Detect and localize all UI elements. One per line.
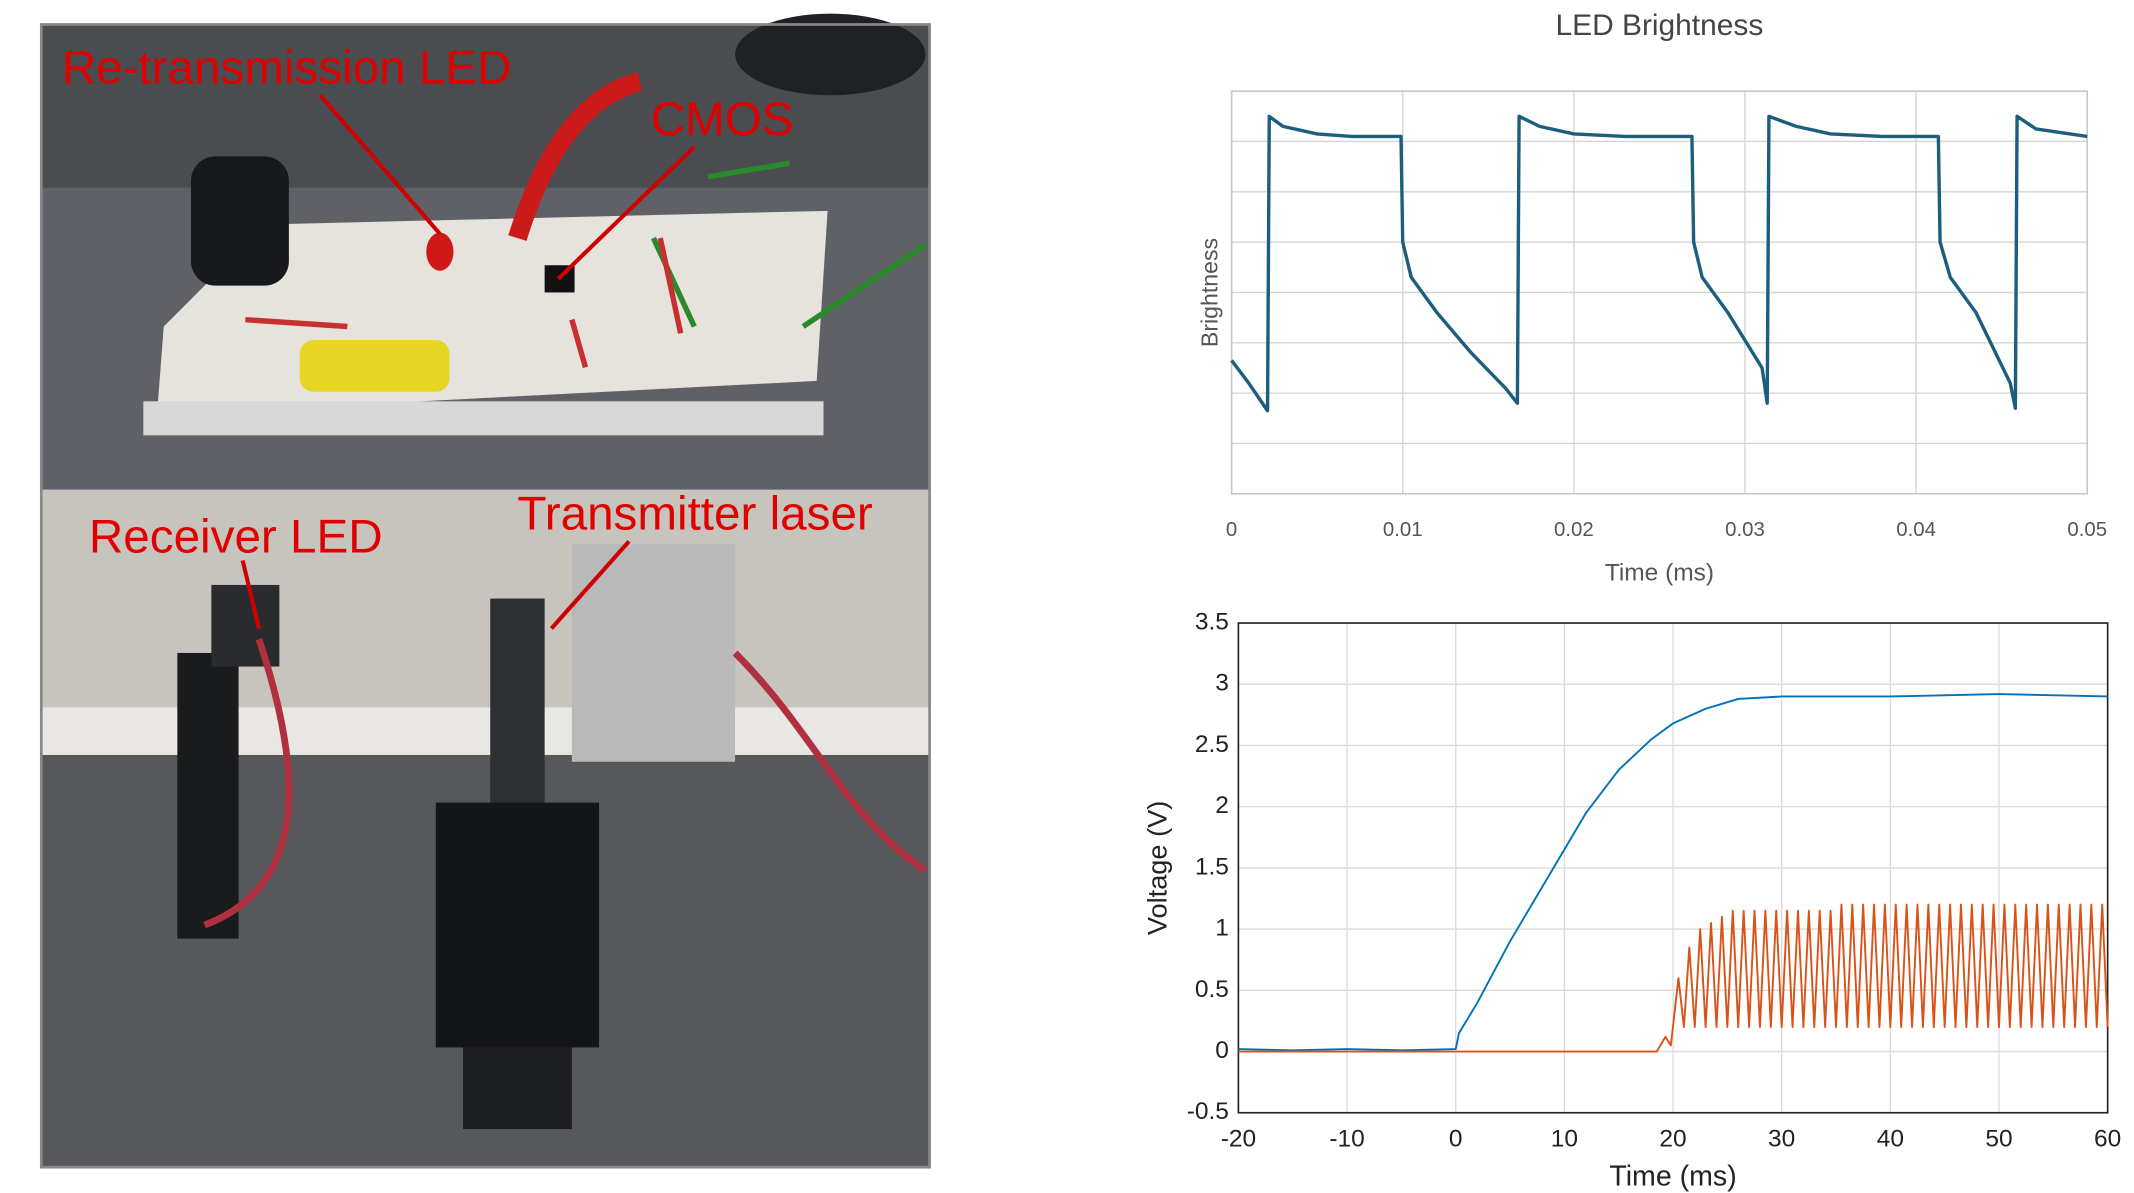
x-tick-label: 40	[1877, 1125, 1904, 1152]
x-axis-label: Time (ms)	[1609, 1161, 1736, 1193]
chart-title: LED Brightness	[1556, 9, 1764, 42]
x-tick-label: 0.02	[1554, 519, 1594, 541]
photo-bottom	[41, 489, 930, 1168]
data-line	[1230, 114, 2088, 413]
y-tick-label: 0.5	[1195, 976, 1229, 1003]
y-tick-label: 0	[1215, 1037, 1229, 1064]
data-line	[1238, 903, 2109, 1053]
x-tick-label: 0.04	[1896, 519, 1936, 541]
plot-frame	[1237, 622, 2109, 1114]
x-tick-label: 60	[2094, 1125, 2121, 1152]
x-tick-label: 0.01	[1383, 519, 1423, 541]
photo-label: Re-transmission LED	[62, 41, 512, 94]
data-line	[1238, 693, 2108, 1052]
y-tick-label: 1	[1215, 915, 1229, 942]
x-tick-label: 50	[1985, 1125, 2012, 1152]
y-axis-label: Brightness	[1196, 238, 1222, 347]
x-tick-label: 10	[1551, 1125, 1578, 1152]
y-axis-label: Voltage (V)	[1142, 801, 1173, 936]
y-tick-label: 1.5	[1195, 853, 1229, 880]
plot-frame	[1230, 90, 2089, 495]
x-tick-label: 0	[1449, 1125, 1463, 1152]
y-tick-label: 3	[1215, 670, 1229, 697]
x-tick-label: 20	[1659, 1125, 1686, 1152]
x-tick-label: 30	[1768, 1125, 1795, 1152]
x-axis-label: Time (ms)	[1605, 560, 1714, 587]
x-tick-label: -10	[1329, 1125, 1364, 1152]
y-tick-label: -0.5	[1187, 1098, 1229, 1125]
photo-frame	[39, 23, 931, 1169]
photo-label: Transmitter laser	[517, 487, 873, 540]
y-tick-label: 2	[1215, 792, 1229, 819]
photo-top	[41, 13, 930, 490]
x-tick-label: -20	[1221, 1125, 1256, 1152]
photo-label: Receiver LED	[89, 511, 383, 564]
y-tick-label: 3.5	[1195, 608, 1229, 635]
y-tick-label: 2.5	[1195, 731, 1229, 758]
x-tick-label: 0.03	[1725, 519, 1765, 541]
x-tick-label: 0.05	[2067, 519, 2107, 541]
photo-label: CMOS	[651, 93, 794, 146]
x-tick-label: 0	[1226, 519, 1237, 541]
